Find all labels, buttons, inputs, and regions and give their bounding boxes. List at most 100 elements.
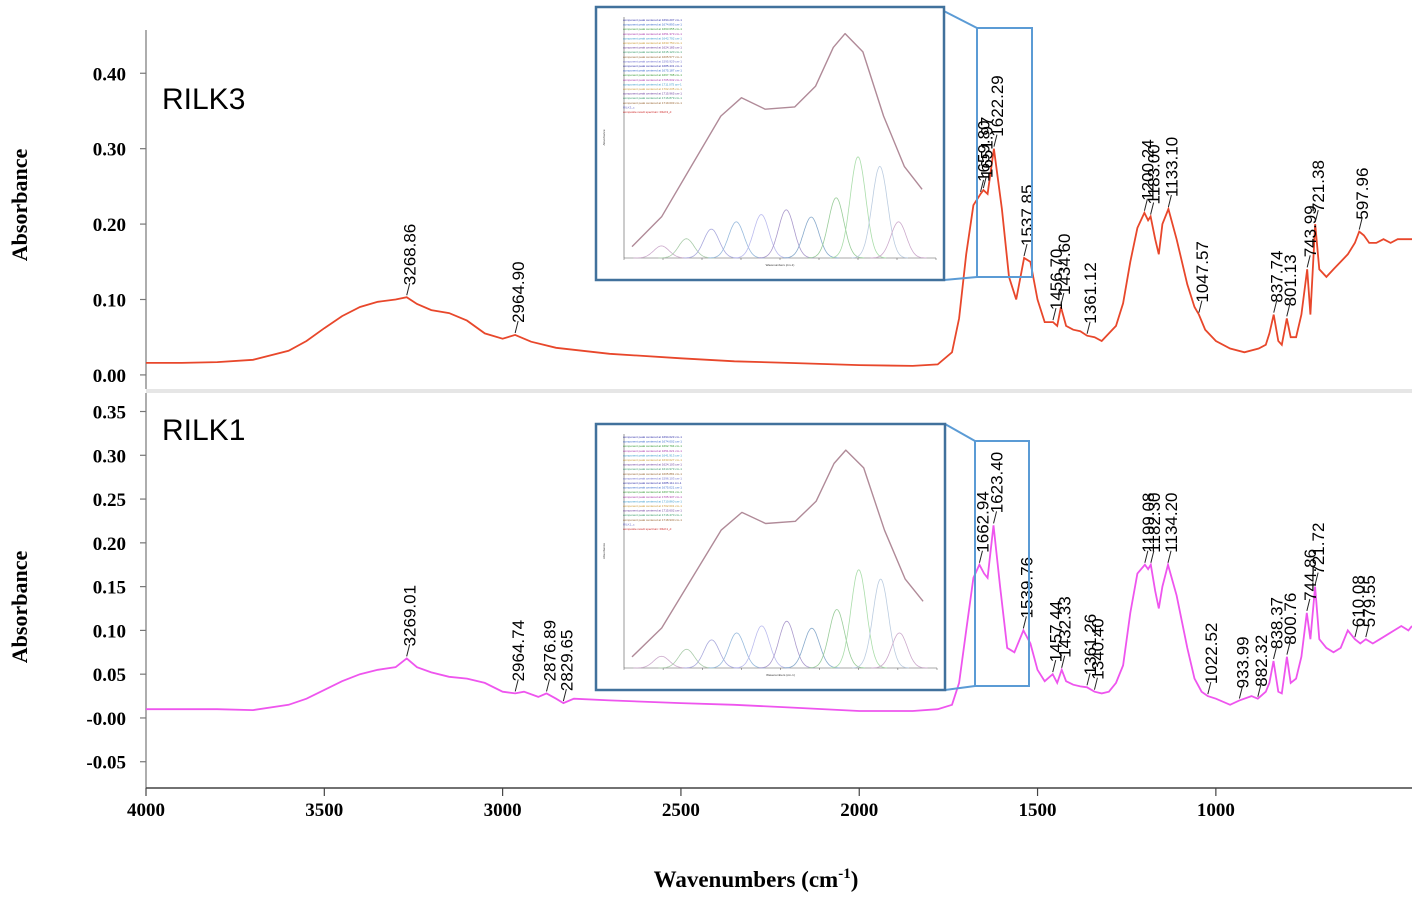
inset-legend-entry: component peak centered at 1663.655 cm-1	[623, 27, 682, 31]
peak-label: 1133.10	[1162, 137, 1181, 197]
peak-label: 1457.44	[1047, 601, 1066, 662]
inset-legend-entry: component peak centered at 1710.860 cm-1	[623, 499, 682, 503]
zoom-box-rilk3	[976, 27, 1033, 278]
peak-label: 597.96	[1353, 168, 1372, 220]
peak-leader-line	[1052, 660, 1057, 673]
peak-leader-line	[1022, 616, 1027, 629]
peak-leader-line	[1167, 550, 1172, 563]
peak-label: 933.99	[1233, 636, 1252, 688]
peak-leader-line	[1314, 209, 1319, 223]
inset-legend-entry: composite result spectrum: RILK3_d	[623, 110, 672, 114]
peak-label: 1183.00	[1145, 144, 1164, 204]
inset-y-label: Absorbance	[602, 543, 606, 559]
peak-leader-line	[1144, 550, 1149, 563]
y-ticks-top: 0.40 0.30 0.20 0.10 0.00	[93, 64, 146, 387]
inset-composite-spectrum	[631, 32, 923, 248]
peak-label: 2829.65	[557, 630, 576, 691]
zoom-region-rilk1	[944, 423, 1030, 691]
peak-label: 2876.89	[541, 620, 560, 681]
panel-separator	[146, 389, 1412, 393]
peak-label: 1200.24	[1138, 139, 1157, 200]
inset-legend-entry: component peak centered at 1674.002 cm-1	[623, 440, 682, 444]
peak-leader-line	[1273, 300, 1278, 313]
peak-leader-line	[1365, 625, 1370, 638]
peak-label: 721.72	[1309, 523, 1328, 575]
peak-label: 1432.33	[1056, 596, 1075, 657]
x-tick-label: 3000	[484, 800, 522, 821]
peak-label: 721.38	[1309, 160, 1328, 212]
y-tick-label: -0.00	[86, 709, 126, 730]
peak-label: 1539.76	[1017, 557, 1036, 618]
peak-label: 800.76	[1281, 593, 1300, 645]
peak-leader-line	[1052, 308, 1057, 321]
peak-label: 2964.74	[509, 620, 528, 681]
y-tick-label: 0.30	[93, 140, 126, 161]
peak-leader-line	[1306, 255, 1311, 268]
peak-label: 882.32	[1252, 635, 1271, 687]
peak-leader-line	[1167, 194, 1172, 208]
peak-leader-line	[1086, 321, 1091, 334]
peak-leader-line	[514, 679, 519, 692]
peak-leader-line	[406, 644, 411, 657]
zoom-connector-top-rilk1	[944, 423, 976, 442]
x-ticks: 4000 3500 3000 2500 2000 1500 1000	[127, 788, 1235, 821]
panel-label-rilk3: RILK3	[162, 83, 245, 116]
inset-legend-entry: component peak centered at 1685.111 cm-1	[623, 481, 682, 485]
peak-leader-line	[546, 679, 551, 692]
peak-leader-line	[514, 320, 519, 334]
inset-component-peak	[658, 648, 715, 669]
inset-legend-entry: component peak centered at 1633.750 cm-1	[623, 41, 682, 45]
inset-legend-entry: RILK3_c	[623, 105, 635, 109]
peak-label: 1537.85	[1018, 185, 1037, 246]
peak-label: 1456.70	[1047, 249, 1066, 310]
zoom-connector-bottom-rilk1	[944, 685, 976, 691]
y-tick-label: 0.20	[93, 534, 126, 555]
peak-leader-line	[982, 176, 987, 189]
inset-legend-entry: component peak centered at 1716.879 cm-1	[623, 96, 682, 100]
peak-leader-line	[1143, 198, 1148, 211]
x-tick-label: 3500	[305, 800, 343, 821]
inset-component-peak	[808, 197, 865, 259]
peak-label: 1340.40	[1089, 618, 1108, 679]
inset-component-peak	[733, 214, 790, 259]
y-tick-label: 0.05	[93, 665, 126, 686]
peak-label: 1623.40	[988, 452, 1007, 513]
x-axis-label-sup: -1	[838, 866, 851, 882]
inset-x-label: Wavenumbers (cm-1)	[766, 263, 795, 267]
inset-legend-entry: component peak centered at 1624.103 cm-1	[623, 463, 682, 467]
inset-legend-entry: component peak centered at 1595.929 cm-1	[623, 59, 682, 63]
inset-y-label: Absorbance	[602, 129, 606, 145]
peak-leader-line	[406, 283, 411, 296]
peak-leader-line	[980, 179, 985, 193]
peak-leader-line	[978, 550, 983, 563]
peak-label: 1651.97	[977, 117, 996, 178]
peak-leader-line	[1198, 300, 1203, 313]
y-tick-label: 0.20	[93, 215, 126, 236]
x-tick-label: 2500	[662, 800, 700, 821]
inset-legend-entry: component peak centered at 1719.003 cm-1	[623, 101, 682, 105]
peak-leader-line	[1273, 646, 1277, 660]
inset-legend-entry: component peak centered at 1624.185 cm-1	[623, 46, 682, 50]
zoom-box-rilk1	[974, 440, 1030, 687]
inset-legend-entry: component peak centered at 1667.501 cm-1	[623, 490, 682, 494]
inset-legend-entry: component peak centered at 1702.235 cm-1	[623, 87, 682, 91]
inset-legend-entry: component peak centered at 1605.881 cm-1	[623, 472, 682, 476]
inset-component-peak	[870, 221, 927, 259]
peak-label: 1361.26	[1081, 614, 1100, 675]
inset-component-peak	[852, 578, 909, 669]
inset-legend-entry: component peak centered at 1651.373 cm-1	[623, 32, 682, 36]
peak-leader-line	[1150, 202, 1155, 215]
peak-label: 1199.08	[1139, 492, 1158, 552]
inset-legend-entry: component peak centered at 1705.632 cm-1	[623, 78, 682, 82]
peak-label: 1622.29	[988, 75, 1007, 136]
inset-legend-entry: component peak centered at 1614.973 cm-1	[623, 467, 682, 471]
x-tick-label: 4000	[127, 800, 165, 821]
inset-legend-entry: component peak centered at 1675.021 cm-1	[623, 486, 682, 490]
peak-label: 2964.90	[509, 261, 528, 322]
inset-legend-entry: component peak centered at 1718.930 cm-1	[623, 518, 682, 522]
spectrum-line-rilk1	[146, 525, 1412, 712]
inset-component-peak	[783, 627, 840, 669]
peak-label: 1134.20	[1162, 492, 1181, 552]
y-axis-label-top: Absorbance	[7, 149, 32, 262]
inset-component-peak	[830, 569, 887, 669]
